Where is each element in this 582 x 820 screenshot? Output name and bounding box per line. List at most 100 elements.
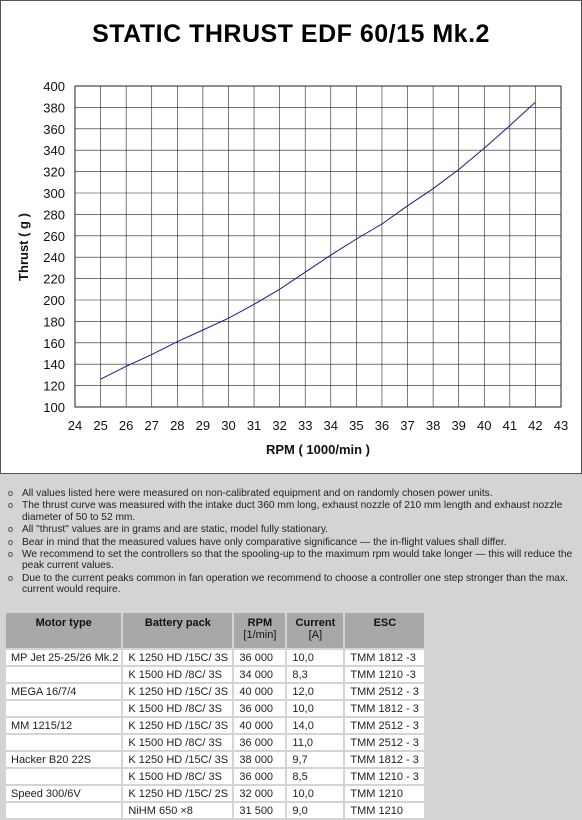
grid-lines — [75, 86, 561, 407]
cell-rpm: 40 000 — [234, 718, 286, 733]
x-tick-label: 25 — [93, 418, 107, 433]
cell-esc: TMM 1210 - 3 — [345, 769, 425, 784]
y-tick-label: 180 — [43, 314, 65, 329]
y-tick-label: 260 — [43, 229, 65, 244]
y-tick-label: 100 — [43, 400, 65, 415]
y-tick-label: 240 — [43, 250, 65, 265]
x-tick-label: 24 — [68, 418, 82, 433]
x-tick-label: 29 — [196, 418, 210, 433]
cell-esc: TMM 2512 - 3 — [345, 718, 425, 733]
cell-esc: TMM 1812 - 3 — [345, 701, 425, 716]
cell-battery: K 1250 HD /15C/ 3S — [123, 752, 233, 767]
x-tick-labels: 24 25 26 27 28 29 30 31 32 33 34 35 36 37 38 39 40 41 42 43 — [68, 418, 568, 433]
cell-motor — [6, 701, 122, 716]
cell-rpm: 36 000 — [234, 650, 286, 665]
x-tick-label: 35 — [349, 418, 363, 433]
cell-esc: TMM 1812 -3 — [345, 650, 425, 665]
y-tick-label: 300 — [43, 186, 65, 201]
y-tick-label: 200 — [43, 293, 65, 308]
chart-title: STATIC THRUST EDF 60/15 Mk.2 — [92, 20, 490, 48]
x-tick-label: 39 — [451, 418, 465, 433]
table-row: K 1500 HD /8C/ 3S 34 000 8,3 TMM 1210 -3 — [6, 667, 425, 682]
cell-current: 10,0 — [287, 650, 344, 665]
cell-esc: TMM 1210 — [345, 786, 425, 801]
x-tick-label: 43 — [554, 418, 568, 433]
cell-motor: MP Jet 25-25/26 Mk.2 — [6, 650, 122, 665]
header-current-unit: [A] — [308, 629, 323, 641]
cell-current: 9,7 — [287, 752, 344, 767]
y-tick-label: 400 — [43, 79, 65, 94]
cell-battery: K 1500 HD /8C/ 3S — [123, 701, 233, 716]
cell-current: 8,3 — [287, 667, 344, 682]
cell-rpm: 36 000 — [234, 701, 286, 716]
y-tick-label: 140 — [43, 357, 65, 372]
y-tick-label: 160 — [43, 336, 65, 351]
table-row: K 1500 HD /8C/ 3S 36 000 11,0 TMM 2512 - 3 — [6, 735, 425, 750]
cell-battery: K 1250 HD /15C/ 3S — [123, 684, 233, 699]
cell-current: 10,0 — [287, 701, 344, 716]
cell-esc: TMM 1210 -3 — [345, 667, 425, 682]
table-row: K 1500 HD /8C/ 3S 36 000 10,0 TMM 1812 - 3 — [6, 701, 425, 716]
cell-current: 10,0 — [287, 786, 344, 801]
header-rpm-unit: [1/min] — [243, 629, 277, 641]
x-tick-label: 33 — [298, 418, 312, 433]
y-tick-label: 380 — [43, 100, 65, 115]
thrust-series-line — [100, 101, 536, 380]
header-rpm-label: RPM — [247, 617, 273, 629]
cell-current: 11,0 — [287, 735, 344, 750]
table-header-row: Motor type Battery pack RPM [1/min] Curre… — [6, 613, 425, 648]
x-tick-label: 34 — [324, 418, 338, 433]
cell-motor: MEGA 16/7/4 — [6, 684, 122, 699]
table-row: MEGA 16/7/4 K 1250 HD /15C/ 3S 40 000 12,0 T… — [6, 684, 425, 699]
cell-esc: TMM 2512 - 3 — [345, 684, 425, 699]
x-tick-label: 37 — [400, 418, 414, 433]
plot-frame — [74, 85, 562, 408]
header-esc: ESC — [345, 613, 425, 648]
header-current-label: Current — [295, 617, 336, 629]
x-tick-label: 36 — [375, 418, 389, 433]
table-row: MM 1215/12 K 1250 HD /15C/ 3S 40 000 14,0 TM… — [6, 718, 425, 733]
x-tick-label: 42 — [528, 418, 542, 433]
cell-rpm: 36 000 — [234, 735, 286, 750]
cell-rpm: 34 000 — [234, 667, 286, 682]
table-row: Speed 300/6V K 1250 HD /15C/ 2S 32 000 10,0… — [6, 786, 425, 801]
notes-list: o All values listed here were measured on… — [6, 488, 580, 597]
note-item: o Due to the current peaks common in fan … — [8, 572, 568, 596]
cell-motor — [6, 769, 122, 784]
table-row: K 1500 HD /8C/ 3S 36 000 8,5 TMM 1210 - 3 — [6, 769, 425, 784]
chart-panel: STATIC THRUST EDF 60/15 Mk.2 24 25 26 27 28 2… — [0, 0, 582, 474]
table-row: MP Jet 25-25/26 Mk.2 K 1250 HD /15C/ 3S 36… — [6, 650, 425, 665]
note-item: o The thrust curve was measured with the … — [8, 500, 563, 523]
cell-battery: K 1500 HD /8C/ 3S — [123, 735, 233, 750]
x-tick-label: 28 — [170, 418, 184, 433]
thrust-chart: STATIC THRUST EDF 60/15 Mk.2 24 25 26 27 28 2… — [16, 20, 568, 457]
cell-motor — [6, 667, 122, 682]
cell-motor — [6, 735, 122, 750]
x-tick-label: 27 — [145, 418, 159, 433]
y-tick-label: 220 — [43, 272, 65, 287]
x-tick-label: 26 — [119, 418, 133, 433]
cell-rpm: 38 000 — [234, 752, 286, 767]
cell-battery: K 1250 HD /15C/ 3S — [123, 650, 233, 665]
note-text: Bear in mind that the measured values ha… — [22, 536, 507, 548]
cell-rpm: 36 000 — [234, 769, 286, 784]
y-tick-label: 320 — [43, 165, 65, 180]
cell-rpm: 32 000 — [234, 786, 286, 801]
x-tick-label: 40 — [477, 418, 491, 433]
y-tick-label: 340 — [43, 143, 65, 158]
y-tick-labels: 100 120 140 160 180 200 220 240 260 280 300 320 340 3… — [43, 79, 65, 415]
cell-esc: TMM 2512 - 3 — [345, 735, 425, 750]
x-tick-label: 30 — [221, 418, 235, 433]
cell-current: 14,0 — [287, 718, 344, 733]
y-tick-label: 360 — [43, 122, 65, 137]
cell-current: 9,0 — [287, 803, 344, 818]
cell-battery: NiHM 650 ×8 — [123, 803, 233, 818]
y-tick-label: 120 — [43, 379, 65, 394]
x-tick-label: 38 — [426, 418, 440, 433]
cell-motor: Hacker B20 22S — [6, 752, 122, 767]
cell-esc: TMM 1210 — [345, 803, 425, 818]
x-tick-label: 31 — [247, 418, 261, 433]
cell-rpm: 31 500 — [234, 803, 286, 818]
note-item: o We recommend to set the controllers so … — [8, 549, 573, 572]
table-row: NiHM 650 ×8 31 500 9,0 TMM 1210 — [6, 803, 425, 818]
